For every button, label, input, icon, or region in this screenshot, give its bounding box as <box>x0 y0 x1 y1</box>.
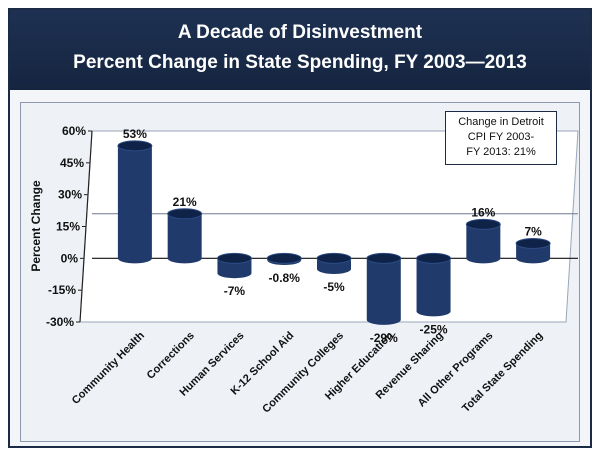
bar-body <box>117 145 152 259</box>
bar-top-cap <box>465 218 501 230</box>
title-bar: A Decade of Disinvestment Percent Change… <box>10 10 590 90</box>
y-tick-label: -15% <box>48 283 76 297</box>
bar-top-cap <box>416 252 452 264</box>
bar-top-cap <box>216 252 252 264</box>
bar-bottom-cap <box>217 268 252 279</box>
bar-bottom-cap <box>366 314 401 325</box>
data-label: -25% <box>420 322 448 336</box>
bar-bottom-cap <box>416 306 451 317</box>
callout-line-1: Change in Detroit <box>458 116 544 128</box>
y-tick-label: -30% <box>46 315 74 329</box>
callout-line-3: FY 2013: 21% <box>466 146 536 158</box>
x-tick-label: Community Health <box>70 329 147 406</box>
bar-bottom-cap <box>167 253 202 264</box>
bar-body <box>466 224 501 259</box>
y-tick-label: 45% <box>60 156 84 170</box>
data-label: 21% <box>173 195 197 209</box>
bar-top-cap <box>515 237 551 249</box>
data-label: -7% <box>224 284 246 298</box>
cpi-callout: Change in Detroit CPI FY 2003- FY 2013: … <box>445 111 557 165</box>
bar-top-cap <box>117 140 153 152</box>
data-label: -5% <box>323 280 345 294</box>
bar-body <box>366 258 401 320</box>
y-axis-title: Percent Change <box>29 180 43 272</box>
data-label: 16% <box>471 205 495 219</box>
bar-top-cap <box>316 252 352 264</box>
data-label: 7% <box>524 224 542 238</box>
data-label: -0.8% <box>269 271 301 285</box>
callout-line-2: CPI FY 2003- <box>467 131 535 143</box>
bar-top-cap <box>266 252 302 264</box>
bar-body <box>167 213 202 259</box>
bar-top-cap <box>167 208 203 220</box>
bar-bottom-cap <box>516 253 551 264</box>
y-tick-label: 0% <box>61 251 79 265</box>
y-tick-label: 15% <box>56 220 80 234</box>
bar-body <box>416 258 451 312</box>
data-label: 53% <box>123 127 147 141</box>
bar-bottom-cap <box>466 253 501 264</box>
x-tick-label: Corrections <box>145 330 197 382</box>
bar-bottom-cap <box>117 253 152 264</box>
x-tick-label: Total State Spending <box>460 330 545 415</box>
bar-bottom-cap <box>317 263 351 274</box>
bar-top-cap <box>366 252 402 264</box>
data-label: -29% <box>370 331 398 345</box>
x-tick-label: Community Colleges <box>260 330 346 416</box>
chart-title: A Decade of Disinvestment <box>177 22 423 43</box>
y-tick-label: 60% <box>62 124 86 138</box>
chart-subtitle: Percent Change in State Spending, FY 200… <box>73 52 527 73</box>
y-tick-label: 30% <box>58 188 82 202</box>
